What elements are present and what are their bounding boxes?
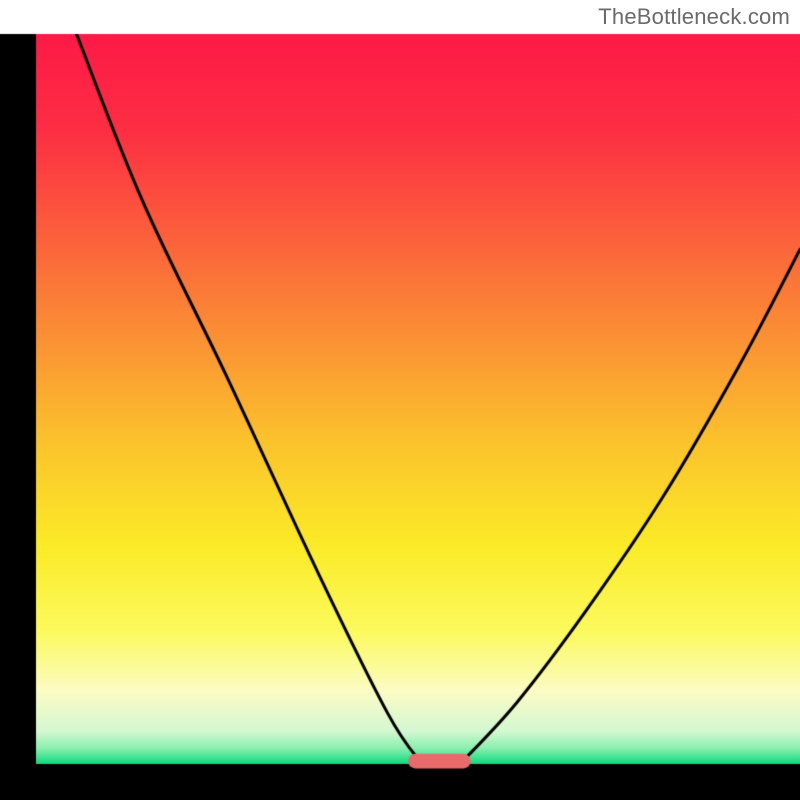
chart-container: TheBottleneck.com	[0, 0, 800, 800]
bottleneck-chart-canvas	[0, 0, 800, 800]
watermark-label: TheBottleneck.com	[598, 4, 790, 30]
